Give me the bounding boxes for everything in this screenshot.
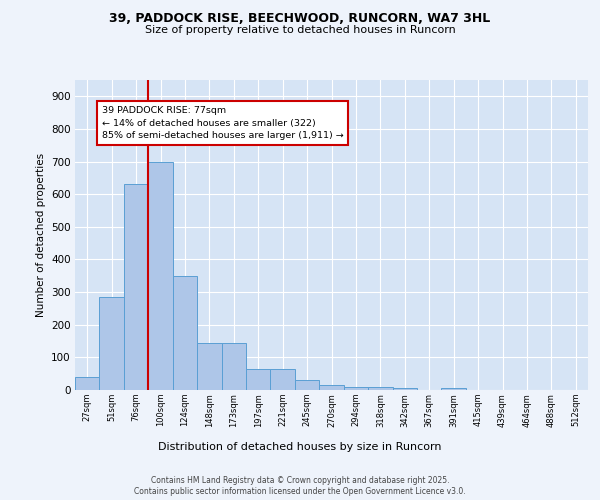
Bar <box>75 377 100 390</box>
Bar <box>319 385 344 390</box>
Bar <box>173 276 197 390</box>
Bar <box>221 342 246 390</box>
Bar <box>442 388 466 390</box>
Bar <box>197 342 221 390</box>
Bar <box>344 386 368 390</box>
Bar <box>246 369 271 390</box>
Bar <box>368 386 392 390</box>
Bar <box>124 184 148 390</box>
Bar <box>148 162 173 390</box>
Text: 39, PADDOCK RISE, BEECHWOOD, RUNCORN, WA7 3HL: 39, PADDOCK RISE, BEECHWOOD, RUNCORN, WA… <box>109 12 491 26</box>
Bar <box>100 297 124 390</box>
Y-axis label: Number of detached properties: Number of detached properties <box>35 153 46 317</box>
Text: Contains HM Land Registry data © Crown copyright and database right 2025.: Contains HM Land Registry data © Crown c… <box>151 476 449 485</box>
Text: 39 PADDOCK RISE: 77sqm
← 14% of detached houses are smaller (322)
85% of semi-de: 39 PADDOCK RISE: 77sqm ← 14% of detached… <box>102 106 344 140</box>
Text: Distribution of detached houses by size in Runcorn: Distribution of detached houses by size … <box>158 442 442 452</box>
Text: Size of property relative to detached houses in Runcorn: Size of property relative to detached ho… <box>145 25 455 35</box>
Bar <box>295 380 319 390</box>
Text: Contains public sector information licensed under the Open Government Licence v3: Contains public sector information licen… <box>134 488 466 496</box>
Bar <box>392 388 417 390</box>
Bar <box>271 369 295 390</box>
